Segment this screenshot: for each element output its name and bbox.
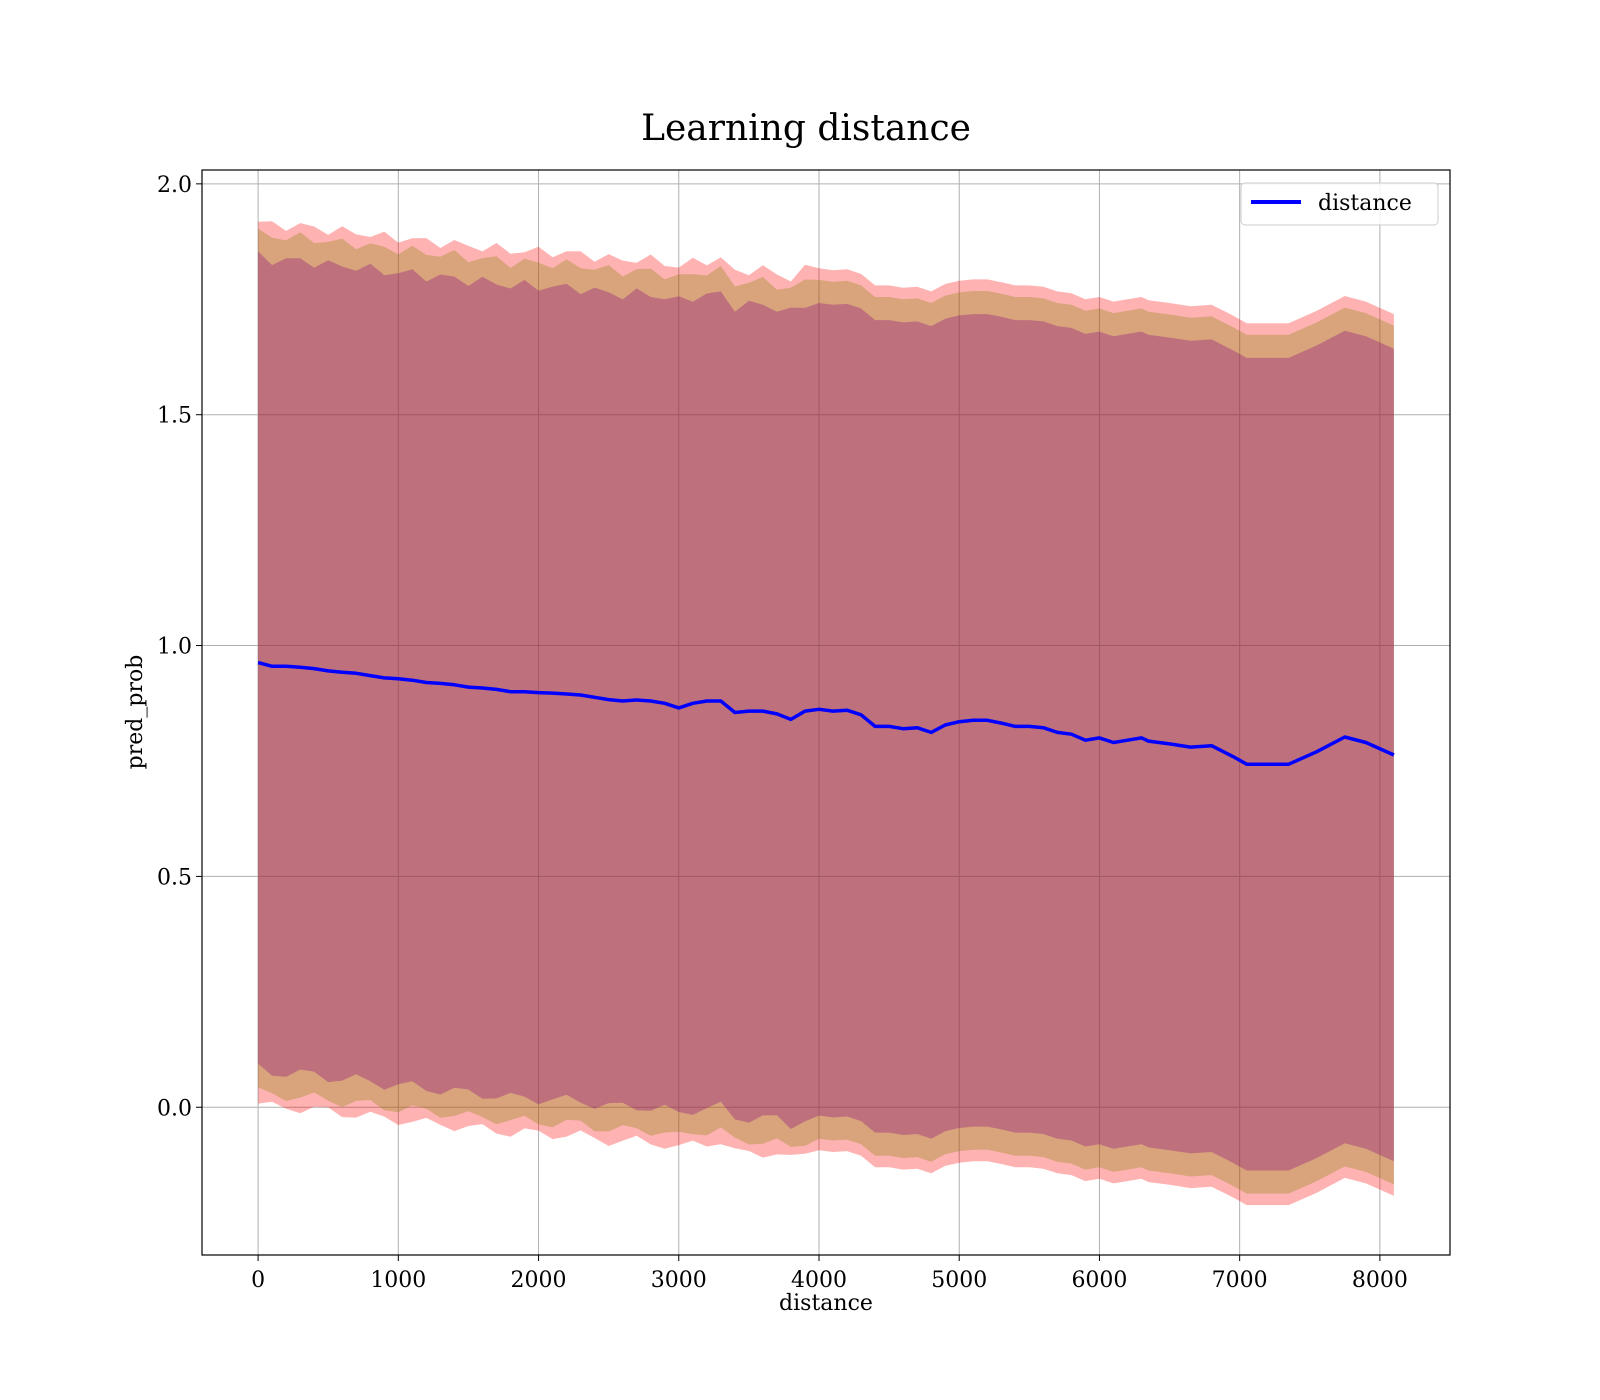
series-line-distance (257, 660, 1395, 766)
y-tick-label-2: 1.0 (157, 635, 192, 660)
x-tick-label-5: 5000 (931, 1268, 987, 1293)
legend-label-distance: distance (1318, 191, 1412, 216)
legend-box (1240, 182, 1439, 226)
confidence-bands (258, 221, 1394, 1206)
y-tick-label-4: 2.0 (157, 173, 192, 198)
x-axis-ticks: 0 1000 2000 3000 4000 5000 6000 7000 8000 (251, 1255, 1408, 1293)
band-outer (258, 221, 1394, 1206)
plot-frame (201, 169, 1451, 1256)
y-tick-label-3: 1.5 (157, 404, 192, 429)
x-tick-label-1: 1000 (370, 1268, 426, 1293)
y-tick-label-1: 0.5 (157, 865, 192, 890)
x-tick-label-3: 3000 (651, 1268, 707, 1293)
x-tick-label-2: 2000 (511, 1268, 567, 1293)
chart-title: Learning distance (641, 108, 971, 149)
x-tick-label-6: 6000 (1071, 1268, 1127, 1293)
y-tick-label-0: 0.0 (157, 1096, 192, 1121)
y-axis-ticks: 0.0 0.5 1.0 1.5 2.0 (157, 173, 202, 1121)
legend: distance (1240, 182, 1439, 226)
series-lines (257, 660, 1395, 766)
x-tick-label-0: 0 (251, 1268, 265, 1293)
x-tick-label-7: 7000 (1212, 1268, 1268, 1293)
x-axis-label: distance (779, 1291, 873, 1316)
y-axis-label: pred_prob (123, 655, 148, 770)
x-tick-label-4: 4000 (791, 1268, 847, 1293)
x-tick-label-8: 8000 (1352, 1268, 1408, 1293)
